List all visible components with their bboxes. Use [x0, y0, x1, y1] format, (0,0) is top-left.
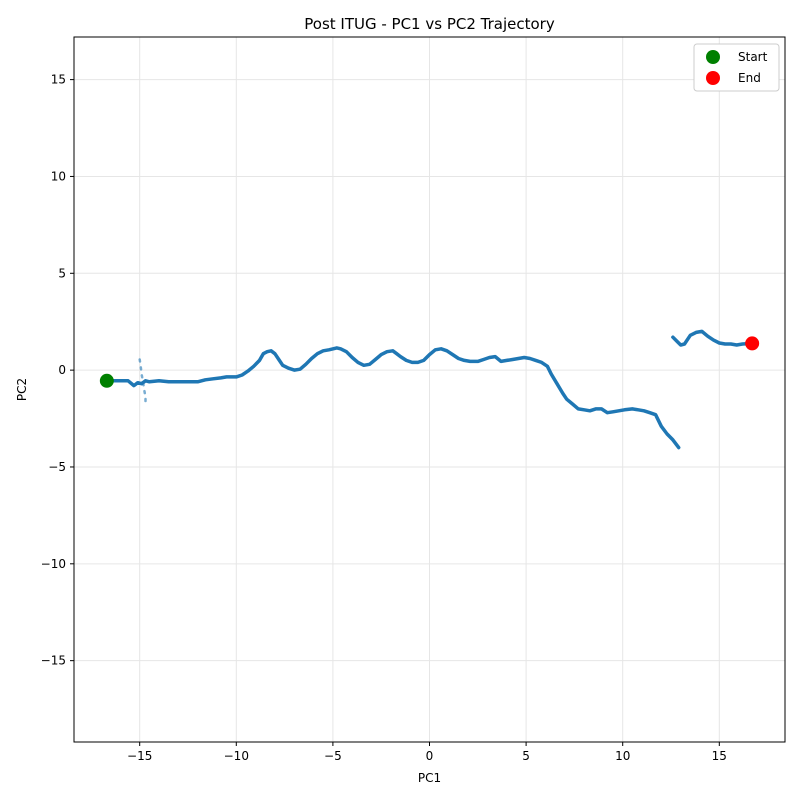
- chart-title: Post ITUG - PC1 vs PC2 Trajectory: [304, 15, 555, 33]
- x-axis: −15 −10 −5 0 5 10 15: [127, 742, 727, 763]
- end-point: [745, 336, 760, 351]
- x-axis-label: PC1: [418, 771, 441, 785]
- x-tick-label: −10: [224, 749, 249, 763]
- trajectory-line-2: [671, 329, 754, 347]
- y-axis-label: PC2: [15, 378, 29, 401]
- x-tick-label: −15: [127, 749, 152, 763]
- trajectory-line-3: [138, 358, 149, 404]
- legend-end-label: End: [738, 71, 761, 85]
- x-tick-label: 15: [712, 749, 727, 763]
- marker-layer: [99, 336, 760, 388]
- y-tick-label: −15: [41, 654, 66, 668]
- y-tick-label: −5: [48, 460, 66, 474]
- y-tick-label: 10: [51, 169, 66, 183]
- y-tick-label: 15: [51, 73, 66, 87]
- legend-end-marker: [706, 71, 720, 85]
- legend-start-marker: [706, 50, 720, 64]
- x-tick-label: 10: [615, 749, 630, 763]
- x-tick-label: −5: [324, 749, 342, 763]
- y-tick-label: −10: [41, 557, 66, 571]
- y-tick-label: 5: [58, 266, 66, 280]
- trajectory-line-1: [105, 346, 681, 450]
- plot-area: [105, 329, 754, 450]
- x-tick-label: 0: [426, 749, 434, 763]
- legend: Start End: [693, 43, 780, 92]
- y-tick-label: 0: [58, 363, 66, 377]
- x-tick-label: 5: [522, 749, 530, 763]
- grid: [74, 37, 785, 742]
- y-axis: −15 −10 −5 0 5 10 15: [41, 73, 74, 668]
- start-point: [99, 373, 114, 388]
- legend-start-label: Start: [738, 50, 768, 64]
